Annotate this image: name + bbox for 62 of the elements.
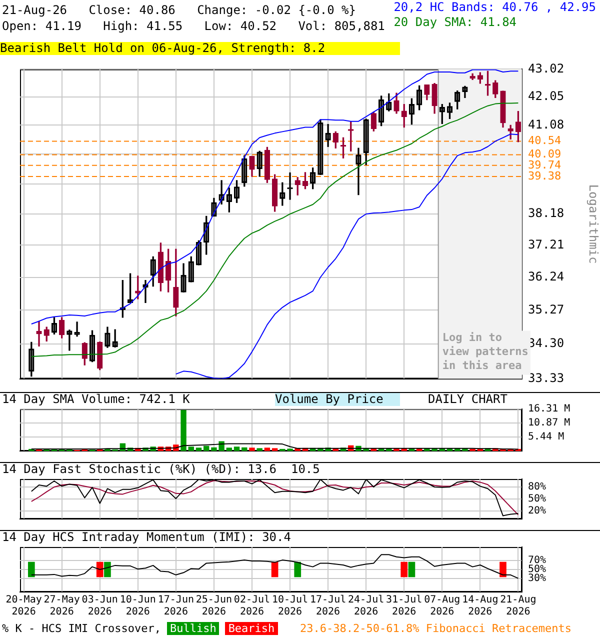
y-axis-title: Logarithmic [586,184,600,264]
bar [249,448,255,451]
x-tick-label: 03-Jun 2026 [82,594,118,618]
bar [242,447,248,451]
y-tick-label: 80% [528,482,546,493]
chart-title: 14 Day Fast Stochastic (%K) (%D): 13.6 10.5 [2,462,320,476]
x-tick-label: 21-Aug 2026 [500,594,536,618]
bar [226,448,232,451]
x-tick-label: 24-Jul 2026 [348,594,384,618]
text: Bullish [166,622,220,635]
y-tick-label: 16.31 M [528,404,570,415]
y-tick-label: 33.33 [528,370,564,385]
ref-line-label: 39.74 [528,158,562,172]
bar [264,448,270,451]
text: Bearish [225,622,278,635]
y-tick-label: 37.21 [528,237,564,252]
x-tick-label: 10-Jun 2026 [120,594,156,618]
band-label: Log in to view patterns in this area [442,331,528,372]
text: 20 Day SMA: 41.84 [394,15,518,30]
x-tick-label: 02-Jul 2026 [234,594,270,618]
text: DAILY CHART [428,392,508,406]
x-tick-label: 20-May 2026 [6,594,42,618]
y-tick-label: 43.02 [528,61,564,76]
x-tick-label: 27-May 2026 [44,594,80,618]
ref-line-label: 40.54 [528,134,562,148]
bar [180,410,186,451]
y-tick-label: 41.08 [528,117,564,132]
y-tick-label: 10.87 M [528,418,570,429]
chart-title: 14 Day SMA Volume: 742.1 K [2,392,190,406]
text: 23.6-38.2-50-61.8% Fibonacci Retracements [300,622,572,635]
bar [188,446,194,451]
bar [256,448,262,451]
bar [234,446,240,451]
x-tick-label: 17-Jul 2026 [310,594,346,618]
y-tick-label: 20% [528,506,546,517]
y-tick-label: 36.24 [528,269,564,284]
x-tick-label: 31-Jul 2026 [386,594,422,618]
text: Bearish Belt Hold on 06-Aug-26, Strength: 8.2 [0,41,400,55]
chart-title: 14 Day HCS Intraday Momentum (IMI): 30.4 [2,530,291,544]
y-tick-label: 5.44 M [528,432,564,443]
y-tick-label: 42.05 [528,88,564,103]
text: 20,2 HC Bands: 40.76 , 42.95 [394,0,596,15]
y-tick-label: 50% [528,494,546,505]
y-tick-label: 34.30 [528,336,564,350]
y-tick-label: 38.18 [528,206,564,220]
x-tick-label: 25-Jun 2026 [196,594,232,618]
bar [203,446,210,451]
bar [272,448,278,451]
ref-line-label: 40.09 [528,148,562,161]
x-tick-label: 17-Jun 2026 [158,594,194,618]
y-tick-label: 35.27 [528,302,564,316]
chart-subtitle: Open: 41.19 High: 41.55 Low: 40.52 Vol: 805,881 [2,19,385,33]
y-tick-label: 30% [528,573,546,584]
legend-title: % K - HCS IMI Crossover, [2,622,161,635]
candlestick [36,320,42,346]
chart-title: 21-Aug-26 Close: 40.86 Change: -0.02 {-0.0 %} [2,3,356,17]
text: Volume By Price [275,392,400,406]
x-tick-label: 07-Aug 2026 [424,594,460,618]
x-tick-label: 10-Jul 2026 [272,594,308,618]
bar [196,448,202,451]
x-tick-label: 14-Aug 2026 [462,594,498,618]
ref-line-label: 39.38 [528,169,562,182]
